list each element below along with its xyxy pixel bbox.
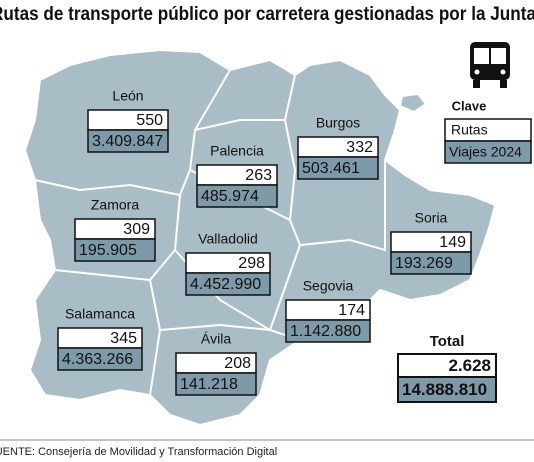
viajes-cell xyxy=(297,156,379,180)
rutas-value: 208 xyxy=(224,355,251,372)
viajes-value: 195.905 xyxy=(79,242,137,259)
rutas-value: 309 xyxy=(123,221,150,238)
viajes-cell xyxy=(87,129,169,153)
label: Soria xyxy=(415,210,448,226)
legend-title: Clave xyxy=(452,98,487,113)
viajes-cell xyxy=(185,272,271,296)
viajes-value: 3.409.847 xyxy=(92,133,163,150)
rutas-value: 345 xyxy=(110,330,137,347)
viajes-value: 1.142.880 xyxy=(290,323,361,340)
rutas-value: 550 xyxy=(136,112,163,129)
rutas-value: 174 xyxy=(338,302,365,319)
bus-icon xyxy=(470,42,510,88)
label: León xyxy=(112,88,143,104)
label: Salamanca xyxy=(65,306,135,322)
viajes-value: 141.218 xyxy=(180,376,238,393)
rutas-value: 263 xyxy=(245,167,272,184)
viajes-cell xyxy=(74,238,156,262)
label: Valladolid xyxy=(198,231,258,247)
label: Palencia xyxy=(210,143,264,159)
label: Ávila xyxy=(201,331,232,347)
enclave xyxy=(398,92,428,114)
label: Zamora xyxy=(91,197,139,213)
border xyxy=(159,323,301,341)
rutas-value: 332 xyxy=(346,139,373,156)
rutas-value: 298 xyxy=(238,255,265,272)
rutas-value: 149 xyxy=(439,234,466,251)
viajes-value: 4.363.266 xyxy=(62,351,133,368)
viajes-cell xyxy=(57,347,143,371)
viajes-value: 503.461 xyxy=(302,160,360,177)
label: Segovia xyxy=(303,278,354,294)
viajes-cell xyxy=(397,376,497,403)
viajes-value: 485.974 xyxy=(201,188,259,205)
title: Rutas de transporte público por carreter… xyxy=(0,4,534,25)
viajes-value: 4.452.990 xyxy=(190,276,261,293)
rutas-value: 2.628 xyxy=(448,356,491,375)
border xyxy=(194,74,296,131)
viajes-cell xyxy=(390,251,472,275)
label: Total xyxy=(430,333,465,350)
legend-viajes-label: Viajes 2024 xyxy=(449,144,522,160)
viajes-cell xyxy=(196,184,278,208)
viajes-value: 14.888.810 xyxy=(402,380,487,399)
legend-viajes xyxy=(444,140,532,164)
viajes-cell xyxy=(285,319,371,343)
source: FUENTE: Consejería de Movilidad y Transf… xyxy=(0,446,277,458)
legend-rutas-label: Rutas xyxy=(451,122,488,138)
viajes-value: 193.269 xyxy=(395,255,453,272)
border xyxy=(54,194,181,282)
label: Burgos xyxy=(316,115,360,131)
viajes-cell xyxy=(175,372,257,396)
